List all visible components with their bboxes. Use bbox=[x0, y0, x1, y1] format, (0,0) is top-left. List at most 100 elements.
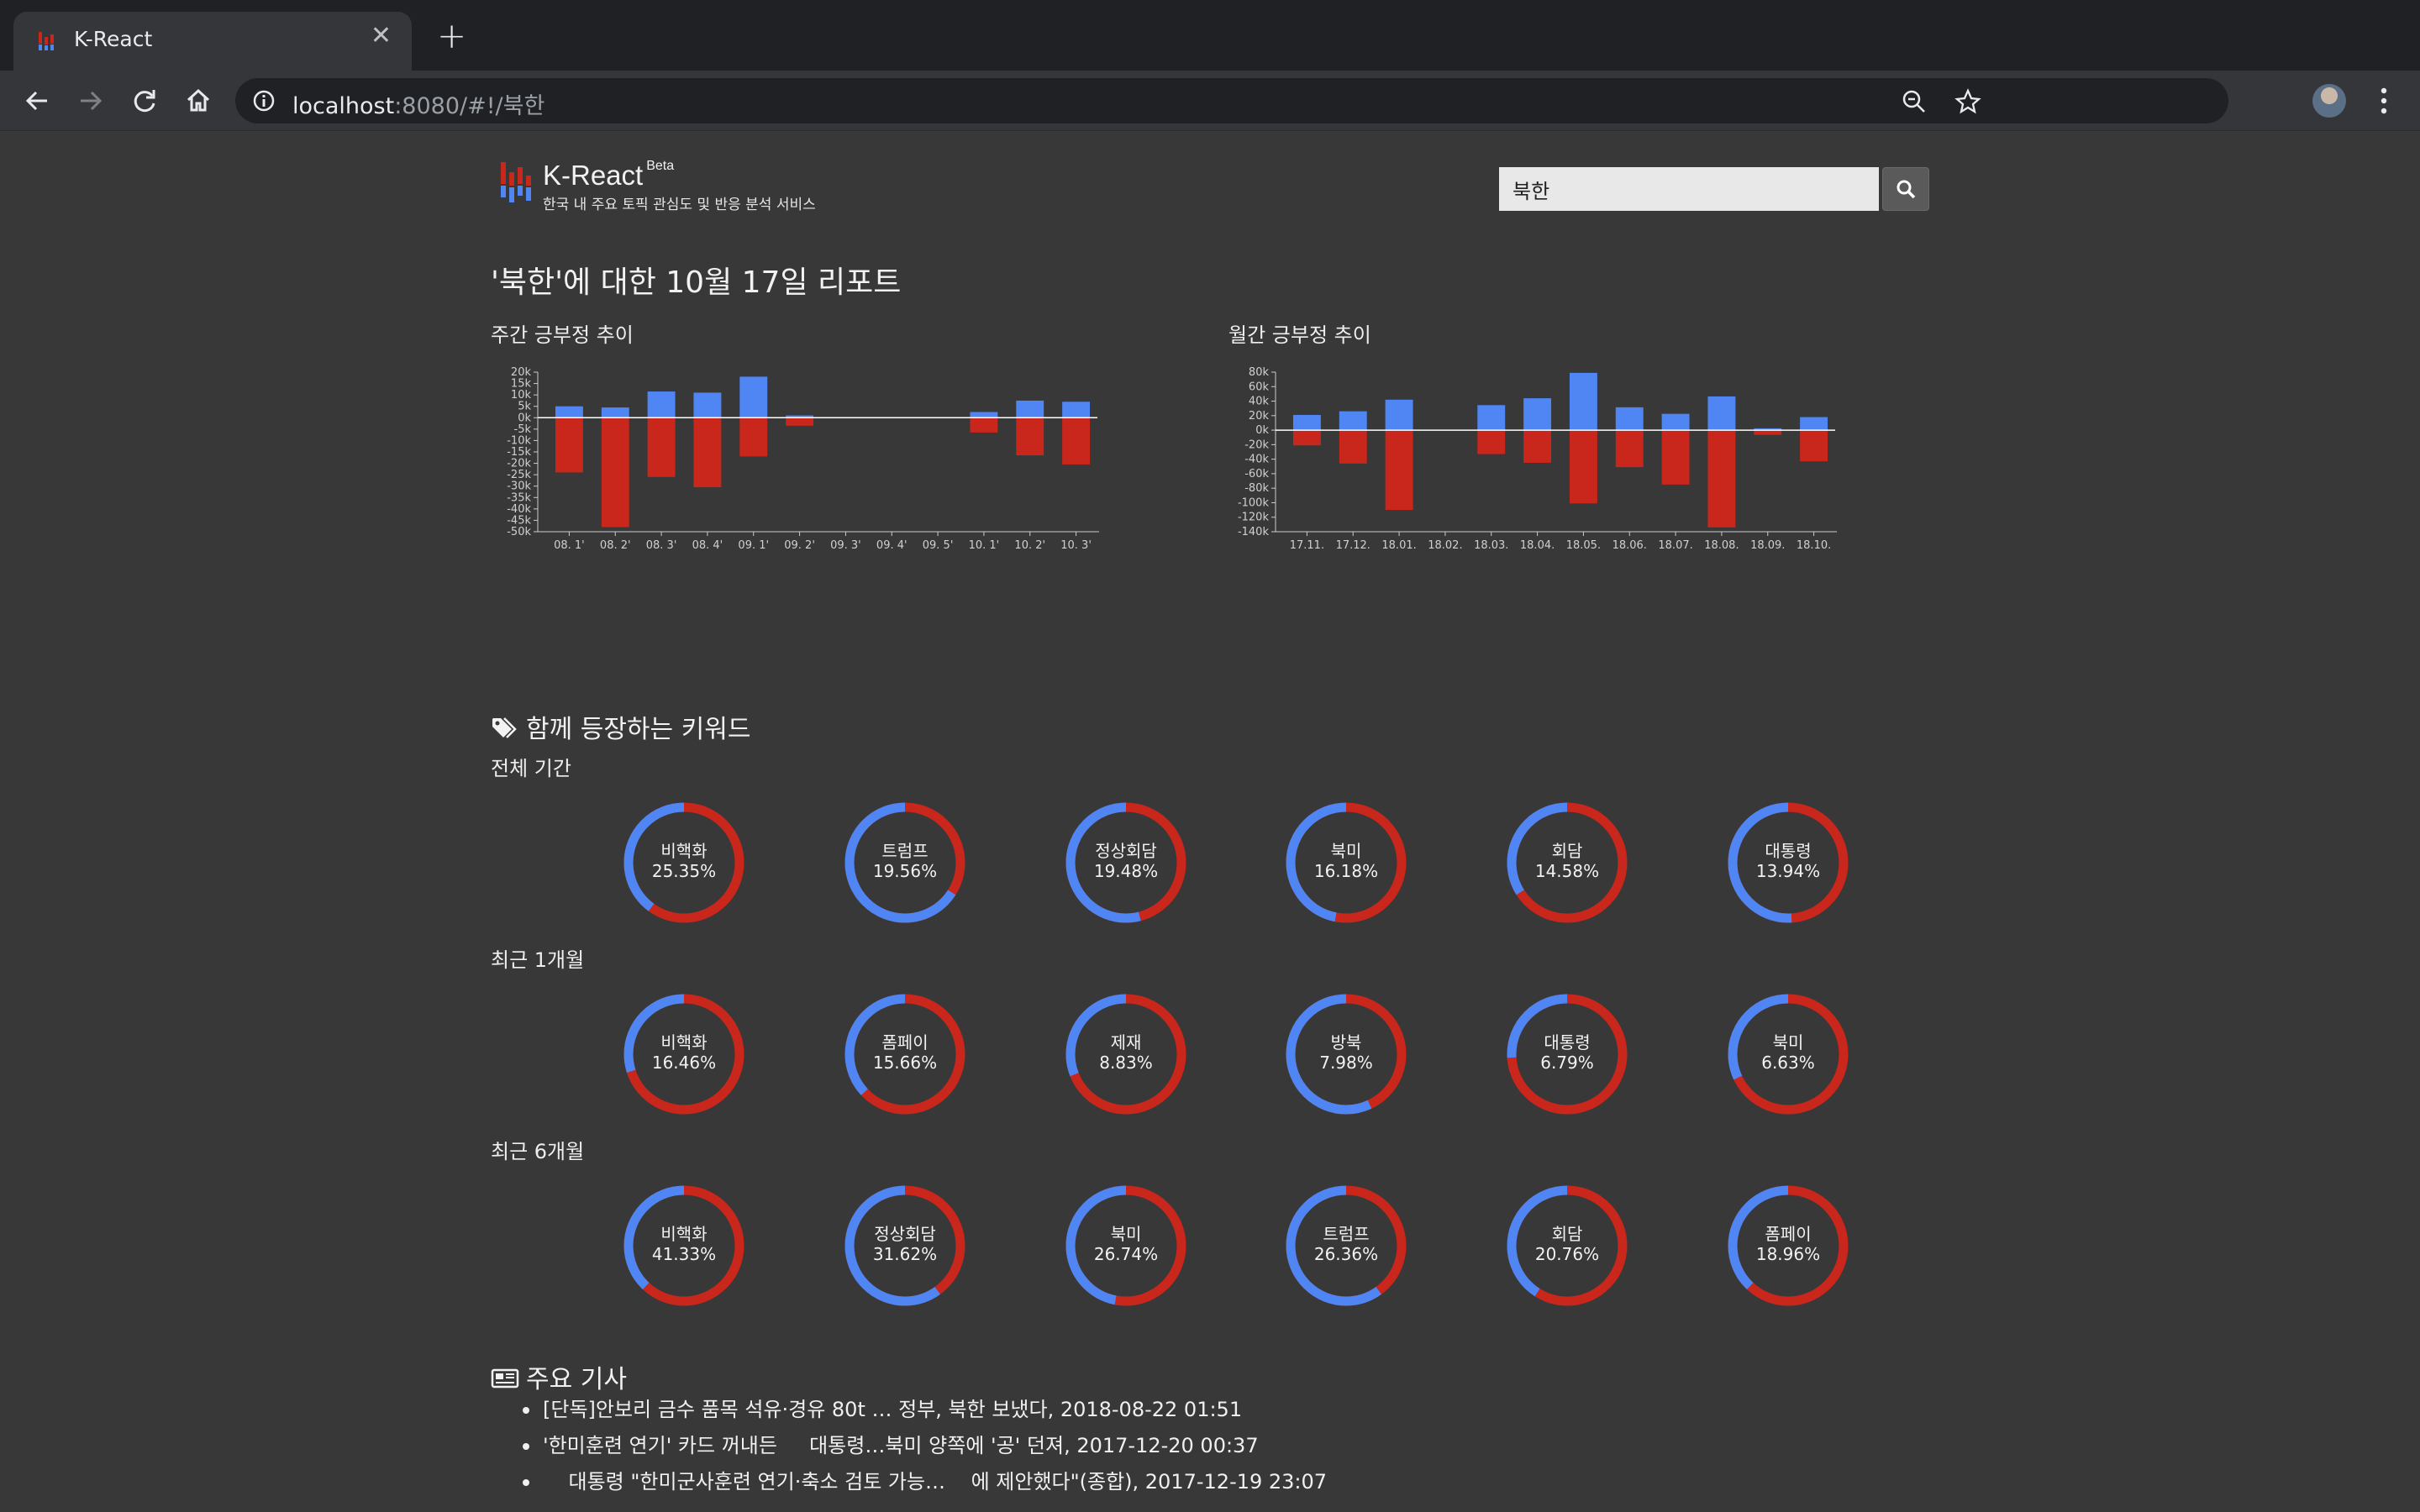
positive-bar[interactable] bbox=[1062, 402, 1091, 418]
keyword-donut[interactable]: 방북 7.98% bbox=[1284, 992, 1408, 1116]
report-title: '북한'에 대한 10월 17일 리포트 bbox=[491, 265, 902, 300]
new-tab-button[interactable]: + bbox=[437, 15, 467, 56]
negative-bar[interactable] bbox=[1569, 430, 1597, 504]
negative-bar[interactable] bbox=[1062, 417, 1091, 465]
positive-bar[interactable] bbox=[1477, 405, 1506, 431]
browser-tab[interactable]: K-React ✕ bbox=[13, 12, 412, 71]
tab-close-icon[interactable]: ✕ bbox=[370, 21, 392, 50]
profile-avatar[interactable] bbox=[2312, 84, 2346, 118]
negative-bar[interactable] bbox=[739, 417, 768, 457]
bookmark-star-icon[interactable] bbox=[1954, 88, 1981, 115]
x-tick-label: 09. 2' bbox=[784, 539, 815, 552]
donut-ring bbox=[1065, 994, 1186, 1115]
brand-name[interactable]: K-React Beta bbox=[543, 159, 674, 192]
x-tick-label: 18.03. bbox=[1474, 539, 1508, 552]
negative-bar[interactable] bbox=[1707, 430, 1736, 528]
keyword-donut[interactable]: 회담 20.76% bbox=[1505, 1184, 1629, 1308]
positive-bar[interactable] bbox=[1385, 399, 1413, 431]
negative-bar[interactable] bbox=[693, 417, 722, 488]
keyword-donut[interactable]: 북미 16.18% bbox=[1284, 801, 1408, 925]
negative-bar[interactable] bbox=[1800, 430, 1828, 462]
positive-bar[interactable] bbox=[1523, 398, 1552, 431]
article-link[interactable]: 대통령 "한미군사훈련 연기·축소 검토 가능… 에 제안했다"(종합), 20… bbox=[522, 1469, 1327, 1505]
keyword-donut[interactable]: 트럼프 19.56% bbox=[843, 801, 967, 925]
positive-bar[interactable] bbox=[555, 406, 583, 418]
y-tick-label: -50k bbox=[507, 526, 531, 538]
k-react-logo-icon[interactable] bbox=[499, 160, 536, 204]
negative-bar[interactable] bbox=[1016, 417, 1044, 456]
article-link[interactable]: [단독]안보리 금수 품목 석유·경유 80t … 정부, 북한 보냈다, 20… bbox=[522, 1397, 1327, 1433]
url-text[interactable]: localhost:8080/#!/북한 bbox=[292, 87, 544, 120]
more-menu-icon[interactable] bbox=[2371, 82, 2396, 119]
keyword-donut[interactable]: 대통령 6.79% bbox=[1505, 992, 1629, 1116]
positive-bar[interactable] bbox=[601, 407, 629, 418]
keyword-donut[interactable]: 회담 14.58% bbox=[1505, 801, 1629, 925]
positive-bar[interactable] bbox=[647, 391, 676, 418]
keyword-word: 비핵화 bbox=[660, 841, 708, 861]
home-icon[interactable] bbox=[183, 86, 213, 116]
negative-bar[interactable] bbox=[647, 417, 676, 477]
keyword-donut[interactable]: 비핵화 16.46% bbox=[622, 992, 746, 1116]
positive-bar[interactable] bbox=[1800, 417, 1828, 431]
keyword-donut[interactable]: 대통령 13.94% bbox=[1726, 801, 1850, 925]
keyword-donut[interactable]: 정상회담 31.62% bbox=[843, 1184, 967, 1308]
search-input[interactable] bbox=[1499, 167, 1879, 211]
positive-bar[interactable] bbox=[1339, 411, 1367, 431]
positive-bar[interactable] bbox=[786, 415, 814, 418]
negative-bar[interactable] bbox=[555, 417, 583, 473]
positive-bar[interactable] bbox=[1661, 413, 1690, 431]
negative-bar[interactable] bbox=[1754, 430, 1782, 435]
x-tick-label: 08. 3' bbox=[646, 539, 677, 552]
negative-bar[interactable] bbox=[1661, 430, 1690, 485]
positive-bar[interactable] bbox=[1615, 407, 1644, 431]
donut-ring bbox=[844, 1185, 965, 1306]
positive-bar[interactable] bbox=[739, 376, 768, 418]
keyword-donut[interactable]: 정상회담 19.48% bbox=[1064, 801, 1188, 925]
keyword-word: 대통령 bbox=[1765, 841, 1812, 861]
negative-bar[interactable] bbox=[1385, 430, 1413, 511]
positive-bar[interactable] bbox=[1292, 414, 1321, 431]
article-link[interactable]: '한미훈련 연기' 카드 꺼내든 대통령…북미 양쪽에 '공' 던져, 2017… bbox=[522, 1433, 1327, 1469]
negative-bar[interactable] bbox=[786, 417, 814, 426]
keyword-donut[interactable]: 북미 6.63% bbox=[1726, 992, 1850, 1116]
articles-section-title: 주요 기사 bbox=[491, 1358, 627, 1395]
positive-bar[interactable] bbox=[1754, 428, 1782, 431]
back-arrow-icon[interactable] bbox=[22, 86, 52, 116]
keyword-donut[interactable]: 북미 26.74% bbox=[1064, 1184, 1188, 1308]
donut-ring bbox=[1728, 802, 1849, 923]
keyword-donut[interactable]: 비핵화 25.35% bbox=[622, 801, 746, 925]
x-tick-label: 18.07. bbox=[1658, 539, 1692, 552]
negative-bar[interactable] bbox=[1615, 430, 1644, 468]
search-button[interactable] bbox=[1882, 167, 1929, 211]
keyword-percentage: 20.76% bbox=[1534, 1244, 1600, 1264]
y-tick-label: -10k bbox=[507, 434, 531, 447]
y-tick-label: 10k bbox=[511, 389, 532, 402]
keyword-word: 회담 bbox=[1551, 841, 1583, 861]
zoom-icon[interactable] bbox=[1901, 88, 1928, 115]
address-bar[interactable]: localhost:8080/#!/북한 bbox=[235, 78, 2228, 123]
positive-bar[interactable] bbox=[1016, 400, 1044, 418]
positive-bar[interactable] bbox=[693, 392, 722, 418]
negative-bar[interactable] bbox=[1477, 430, 1506, 454]
period-label: 최근 6개월 bbox=[491, 1140, 585, 1163]
x-tick-label: 09. 3' bbox=[830, 539, 861, 552]
y-tick-label: -60k bbox=[1244, 468, 1269, 480]
reload-icon[interactable] bbox=[129, 86, 160, 116]
donut-positive-arc bbox=[623, 994, 744, 1115]
negative-bar[interactable] bbox=[601, 417, 629, 528]
keyword-donut[interactable]: 트럼프 26.36% bbox=[1284, 1184, 1408, 1308]
keyword-donut[interactable]: 폼페이 15.66% bbox=[843, 992, 967, 1116]
keyword-donut[interactable]: 비핵화 41.33% bbox=[622, 1184, 746, 1308]
negative-bar[interactable] bbox=[970, 417, 998, 433]
forward-arrow-icon[interactable] bbox=[76, 86, 106, 116]
keyword-donut[interactable]: 폼페이 18.96% bbox=[1726, 1184, 1850, 1308]
site-info-icon[interactable] bbox=[252, 89, 276, 113]
negative-bar[interactable] bbox=[1523, 430, 1552, 463]
positive-bar[interactable] bbox=[1707, 396, 1736, 431]
negative-bar[interactable] bbox=[1292, 430, 1321, 446]
negative-bar[interactable] bbox=[1339, 430, 1367, 464]
positive-bar[interactable] bbox=[1569, 372, 1597, 431]
donut-label: 북미 6.63% bbox=[1726, 1032, 1850, 1073]
keyword-donut[interactable]: 제재 8.83% bbox=[1064, 992, 1188, 1116]
positive-bar[interactable] bbox=[970, 412, 998, 418]
